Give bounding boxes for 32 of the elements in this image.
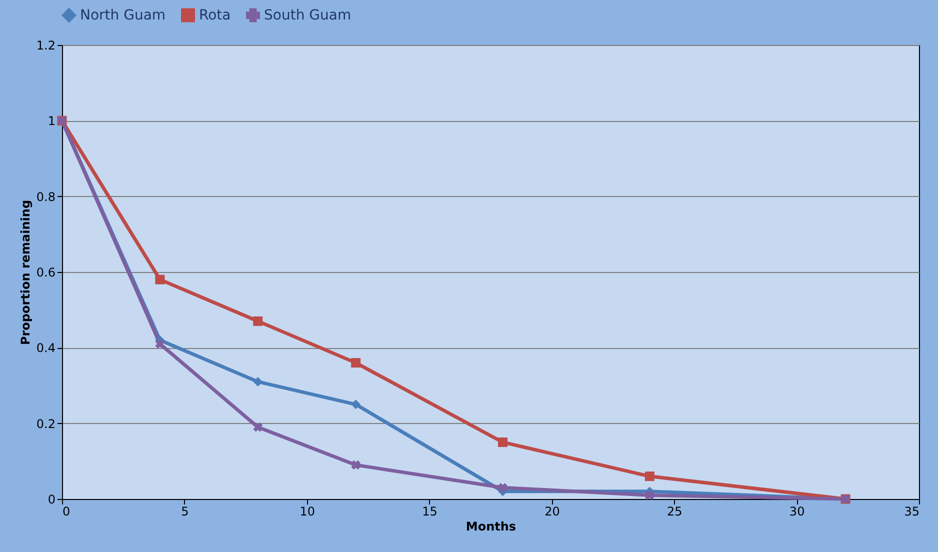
- y-tick-label: 0.6: [36, 266, 56, 280]
- point: [351, 460, 361, 470]
- x-tick-label: 10: [300, 504, 315, 518]
- point: [253, 376, 263, 386]
- point: [644, 490, 654, 500]
- y-tick-label: 0.2: [36, 416, 56, 431]
- x-tick-label: 35: [904, 504, 920, 518]
- y-tick-label: 1: [48, 114, 56, 128]
- point: [253, 316, 263, 326]
- y-axis-title: Proportion remaining: [18, 200, 32, 346]
- x-axis-title: Months: [466, 520, 516, 534]
- y-tick-label: 1.2: [36, 38, 56, 52]
- x-tick-label: 30: [789, 504, 805, 518]
- y-tick-label: 0.4: [36, 341, 56, 356]
- point: [644, 472, 654, 482]
- point: [498, 438, 508, 447]
- x-tick-label: 20: [544, 504, 560, 518]
- legend-label: Rota: [199, 7, 231, 24]
- x-tick-label: 25: [667, 504, 682, 518]
- x-tick-label: 15: [422, 504, 438, 518]
- legend-label: North Guam: [80, 7, 166, 24]
- x-tick-label: 5: [181, 504, 189, 518]
- legend-label: South Guam: [264, 7, 352, 24]
- point: [253, 422, 263, 432]
- point: [155, 339, 165, 349]
- point: [351, 400, 361, 410]
- x-tick-label: 0: [62, 504, 70, 518]
- y-tick-label: 0.8: [36, 190, 56, 204]
- point: [498, 482, 508, 492]
- point: [155, 274, 165, 284]
- y-tick-label: 0: [48, 492, 56, 506]
- point: [351, 358, 361, 368]
